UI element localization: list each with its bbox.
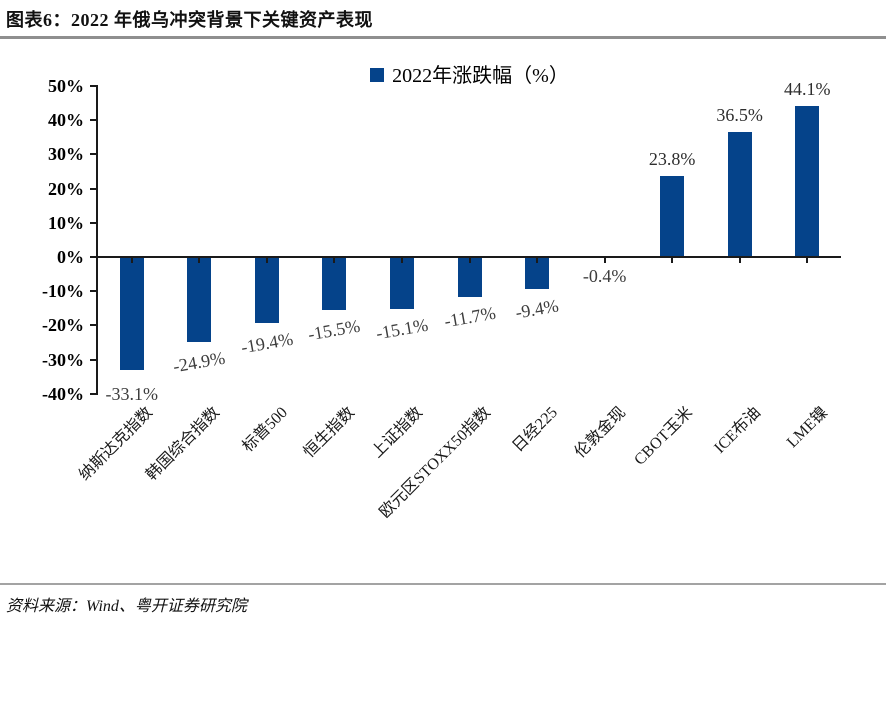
x-axis-tick bbox=[400, 257, 403, 263]
bar-1 bbox=[187, 257, 212, 343]
bar-2 bbox=[254, 257, 279, 324]
category-label: 标普500 bbox=[239, 404, 291, 456]
value-label: -15.1% bbox=[374, 314, 430, 344]
x-axis-tick bbox=[806, 257, 809, 263]
legend-swatch-icon bbox=[370, 68, 385, 82]
bar-9 bbox=[727, 132, 752, 257]
x-axis-tick bbox=[603, 257, 606, 263]
y-axis-tick bbox=[90, 358, 98, 361]
value-label: -19.4% bbox=[239, 328, 295, 358]
x-axis-tick bbox=[265, 257, 268, 263]
y-axis-tick-label: -40% bbox=[42, 383, 84, 404]
x-axis-tick bbox=[468, 257, 471, 263]
y-axis-tick-label: 20% bbox=[48, 178, 84, 199]
footer-divider bbox=[0, 583, 886, 585]
x-axis-tick bbox=[738, 257, 741, 263]
y-axis-tick bbox=[90, 392, 98, 395]
y-axis-tick bbox=[90, 85, 98, 87]
y-axis-tick bbox=[90, 187, 98, 190]
y-axis-tick bbox=[90, 153, 98, 156]
value-label: -9.4% bbox=[513, 295, 561, 323]
y-axis-tick bbox=[90, 256, 98, 258]
y-axis-tick-label: 40% bbox=[48, 110, 84, 131]
x-axis-tick bbox=[536, 257, 539, 263]
value-label: -11.7% bbox=[442, 302, 497, 332]
bar-8 bbox=[660, 175, 685, 257]
value-label: 36.5% bbox=[716, 105, 763, 126]
x-axis-tick bbox=[333, 257, 336, 263]
bar-chart: 50% 40% 30% 20% 10% 0% -10% -20% -30% -40% -33.1% -… bbox=[42, 76, 841, 521]
legend-label: 2022年涨跌幅（%） bbox=[392, 65, 569, 87]
title-divider bbox=[0, 36, 886, 39]
y-axis-tick bbox=[90, 221, 98, 224]
y-axis-tick-label: -10% bbox=[42, 281, 84, 302]
value-label: -33.1% bbox=[105, 384, 159, 405]
value-label: -15.5% bbox=[306, 315, 362, 345]
value-label: 44.1% bbox=[783, 79, 831, 100]
bar-10 bbox=[795, 106, 820, 257]
bar-5 bbox=[457, 257, 482, 297]
figure-title: 图表6：2022 年俄乌冲突背景下关键资产表现 bbox=[6, 10, 373, 30]
x-axis-tick bbox=[671, 257, 674, 263]
y-axis-line bbox=[96, 86, 98, 394]
x-axis-tick bbox=[130, 257, 133, 263]
y-axis-tick bbox=[90, 119, 98, 122]
y-axis-tick-label: 0% bbox=[57, 247, 84, 267]
value-label: -0.4% bbox=[582, 266, 627, 287]
bar-0 bbox=[119, 257, 144, 371]
bar-3 bbox=[322, 257, 347, 310]
chart-legend: 2022年涨跌幅（%） bbox=[98, 59, 841, 88]
source-note: 资料来源：Wind、粤开证券研究院 bbox=[6, 598, 247, 615]
y-axis-tick-label: 30% bbox=[48, 144, 84, 165]
y-axis-tick bbox=[90, 290, 98, 293]
y-axis-tick-label: -30% bbox=[42, 349, 84, 370]
value-label: 23.8% bbox=[648, 148, 696, 169]
y-axis-tick-label: 10% bbox=[48, 212, 84, 233]
value-label: -24.9% bbox=[171, 347, 227, 377]
y-axis-tick-label: -20% bbox=[42, 315, 84, 336]
bar-4 bbox=[389, 257, 414, 309]
x-axis-tick bbox=[198, 257, 201, 263]
y-axis-tick bbox=[90, 324, 98, 327]
y-axis-tick-label: 50% bbox=[48, 76, 84, 96]
